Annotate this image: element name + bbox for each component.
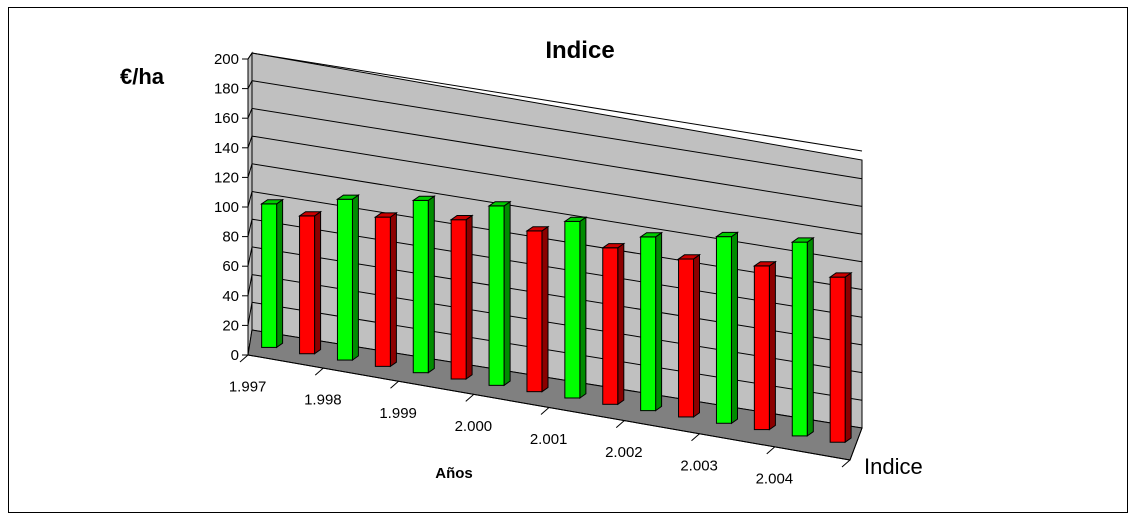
- bar: [412, 199, 429, 374]
- bar-side: [806, 236, 814, 437]
- bar: [829, 276, 846, 443]
- bar-side: [503, 200, 511, 387]
- bar-side: [389, 211, 397, 368]
- bar-top: [373, 212, 398, 218]
- bar-top: [411, 195, 436, 201]
- x-tick-mark: [465, 393, 475, 402]
- bar-top: [601, 243, 626, 249]
- gridline: [247, 163, 863, 263]
- bar-top: [790, 237, 815, 243]
- bar-side: [541, 225, 549, 393]
- x-tick-mark: [540, 407, 550, 415]
- x-tick-mark: [691, 433, 700, 442]
- bar-top: [828, 272, 853, 278]
- bar: [564, 220, 581, 399]
- bar: [336, 198, 353, 361]
- bar: [488, 205, 505, 386]
- bar-top: [714, 231, 740, 238]
- chart-title: Indice: [545, 37, 614, 64]
- depth-axis-line: [849, 427, 863, 461]
- bar: [602, 247, 619, 405]
- bar: [299, 215, 316, 355]
- x-tick-label: 2.003: [680, 457, 718, 474]
- y-tick-label: 0: [231, 347, 239, 364]
- y-tick-label: 160: [214, 110, 239, 127]
- x-tick-label: 1.999: [379, 405, 417, 422]
- bar-side: [731, 231, 738, 425]
- bar-top: [525, 226, 550, 232]
- bar-side: [844, 271, 852, 444]
- gridline: [247, 80, 863, 180]
- bar-top: [260, 199, 285, 205]
- bar: [450, 219, 467, 380]
- x-axis-label: Años: [435, 465, 473, 482]
- axes: [239, 354, 863, 468]
- depth-axis-label: Indice: [864, 454, 923, 479]
- y-tick-label: 180: [214, 81, 239, 98]
- bar-side: [276, 198, 284, 349]
- y-tick-label: 20: [222, 317, 239, 334]
- y-tick-label: 100: [214, 199, 239, 216]
- x-tick-mark: [239, 354, 249, 363]
- bar: [526, 230, 543, 393]
- y-tick-label: 200: [214, 51, 239, 68]
- bar: [374, 216, 391, 367]
- bar-side: [655, 231, 663, 412]
- bar: [640, 236, 657, 412]
- bar: [753, 265, 770, 431]
- gridline: [247, 107, 863, 207]
- bar-side: [693, 253, 700, 418]
- bar-top: [563, 216, 588, 222]
- bars: [260, 194, 853, 444]
- bar-side: [579, 216, 587, 399]
- y-axis-label: €/ha: [120, 64, 165, 89]
- x-tick-label: 1.998: [304, 392, 342, 409]
- bar-side: [427, 195, 435, 374]
- gridline: [247, 52, 863, 152]
- x-tick-mark: [390, 380, 399, 389]
- x-tick-mark: [314, 367, 324, 376]
- bar-top: [335, 194, 360, 200]
- x-tick-label: 2.002: [605, 444, 643, 461]
- bar-top: [676, 254, 702, 260]
- bar: [261, 203, 278, 348]
- x-tick-mark: [841, 459, 851, 468]
- bar: [791, 241, 808, 437]
- y-tick-label: 60: [222, 258, 239, 275]
- tick-labels: 0 20 40 60 80 100 120 140 160 180 200 1.997 1.998 1.9…: [214, 51, 793, 487]
- x-tick-mark: [766, 446, 776, 455]
- bar-side: [617, 242, 625, 406]
- y-tick-label: 40: [222, 288, 239, 305]
- x-tick-label: 2.001: [530, 431, 568, 448]
- bar-side: [465, 214, 473, 380]
- y-tick-label: 120: [214, 169, 239, 186]
- x-tick-label: 1.997: [229, 379, 267, 396]
- y-tick-label: 140: [214, 140, 239, 157]
- bar-top: [298, 211, 323, 217]
- bar-side: [351, 194, 359, 362]
- bar-top: [639, 232, 664, 238]
- bar-top: [752, 261, 777, 267]
- y-tick-label: 80: [222, 229, 239, 246]
- x-tick-mark: [615, 420, 625, 429]
- x-tick-label: 2.004: [756, 470, 794, 487]
- gridline: [247, 135, 863, 235]
- bar-top: [449, 215, 474, 221]
- bar-side: [768, 260, 776, 431]
- bar: [715, 236, 732, 424]
- bar-top: [487, 201, 512, 207]
- x-tick-label: 2.000: [455, 418, 493, 435]
- bar-side: [314, 210, 322, 355]
- bar: [678, 258, 695, 418]
